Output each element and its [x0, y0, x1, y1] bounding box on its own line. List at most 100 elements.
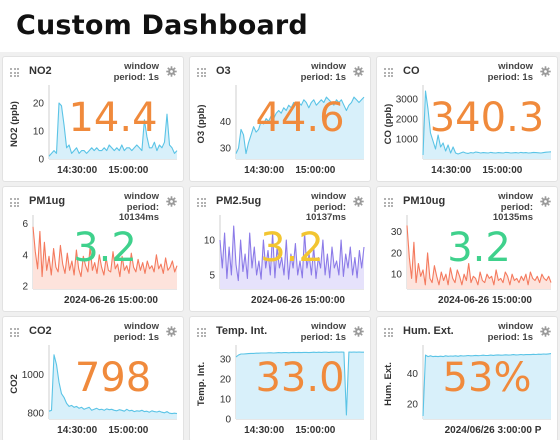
series-line — [406, 225, 552, 286]
y-tick-label: 2 — [22, 281, 28, 292]
x-tick-label: 2024-06-26 15:00:00 — [251, 295, 345, 306]
series-area — [236, 352, 364, 419]
y-tick-label: 4 — [22, 250, 28, 261]
gear-icon[interactable] — [353, 196, 364, 207]
panel-co2: CO2 window period: 1s 800 1000 14:30:00 15:00:… — [2, 316, 184, 440]
drag-handle-icon[interactable] — [10, 198, 19, 207]
y-tick-label: 40 — [407, 369, 419, 380]
window-period-label: window period: 1s — [113, 321, 159, 343]
drag-handle-icon[interactable] — [10, 328, 19, 337]
drag-handle-icon[interactable] — [384, 198, 393, 207]
panel-temp-int: Temp. Int. window period: 1s 0 10 20 30 14:30:0… — [189, 316, 371, 440]
y-tick-label: 0 — [38, 155, 44, 166]
panel-pm1ug: PM1ug window period: 10134ms 2 4 6 2024-06-26 1… — [2, 186, 184, 312]
panel-co: CO window period: 1s 1000 2000 3000 14:30:00 15… — [376, 56, 558, 182]
line-chart: 800 1000 14:30:00 15:00:00 CO2 — [9, 345, 178, 436]
y-tick-label: 20 — [220, 375, 232, 386]
panel-title: CO — [403, 65, 420, 77]
y-tick-label: 0 — [225, 415, 231, 426]
x-tick-label: 15:00:00 — [108, 425, 148, 436]
drag-handle-icon[interactable] — [384, 328, 393, 337]
drag-handle-icon[interactable] — [10, 68, 19, 77]
page-title: Custom Dashboard — [16, 10, 308, 41]
drag-handle-icon[interactable] — [384, 68, 393, 77]
y-tick-label: 10 — [391, 270, 403, 281]
drag-handle-icon[interactable] — [197, 328, 206, 337]
gear-icon[interactable] — [353, 66, 364, 77]
line-chart: 2 4 6 2024-06-26 15:00:00 — [22, 215, 178, 306]
series-area — [33, 226, 177, 289]
panel-title: PM10ug — [403, 195, 446, 207]
y-tick-label: 1000 — [22, 370, 45, 381]
gear-icon[interactable] — [166, 196, 177, 207]
y-tick-label: 10 — [220, 395, 232, 406]
x-tick-label: 15:00:00 — [108, 165, 148, 176]
gear-icon[interactable] — [540, 196, 551, 207]
y-tick-label: 30 — [391, 227, 403, 238]
gear-icon[interactable] — [166, 66, 177, 77]
panel-hum-ext: Hum. Ext. window period: 1s 20 40 2024/06/26 … — [376, 316, 558, 440]
panel-title: Temp. Int. — [216, 325, 268, 337]
y-tick-label: 800 — [27, 409, 44, 420]
gear-icon[interactable] — [540, 326, 551, 337]
y-axis-label: Hum. Ext. — [383, 362, 394, 406]
gear-icon[interactable] — [540, 66, 551, 77]
y-axis-label: CO (ppb) — [383, 104, 394, 145]
window-period-label: window period: 1s — [300, 61, 346, 83]
x-tick-label: 2024/06/26 3:00:00 P — [445, 425, 542, 436]
series-line — [48, 354, 178, 415]
y-tick-label: 30 — [220, 144, 232, 155]
x-tick-label: 15:00:00 — [295, 165, 335, 176]
line-chart: 20 40 2024/06/26 3:00:00 P Hum. Ext. — [383, 345, 552, 436]
series-area — [423, 91, 551, 159]
drag-handle-icon[interactable] — [197, 68, 206, 77]
y-tick-label: 2000 — [396, 115, 419, 126]
y-tick-label: 20 — [407, 399, 419, 410]
window-period-label: window period: 1s — [300, 321, 346, 343]
line-chart: 10 20 30 2024-06-26 15:00:00 — [391, 215, 552, 306]
line-chart: 0 10 20 30 14:30:00 15:00:00 Temp. Int. — [196, 345, 364, 436]
series-line — [219, 225, 365, 282]
gear-icon[interactable] — [353, 326, 364, 337]
y-tick-label: 3000 — [396, 95, 419, 106]
panel-title: Hum. Ext. — [403, 325, 454, 337]
window-period-label: window period: 10134ms — [118, 191, 159, 223]
x-tick-label: 14:30:00 — [244, 425, 284, 436]
x-tick-label: 2024-06-26 15:00:00 — [438, 295, 532, 306]
series-line — [235, 351, 364, 416]
series-line — [32, 226, 178, 278]
panel-title: NO2 — [29, 65, 52, 77]
series-line — [422, 90, 552, 156]
line-chart: 1000 2000 3000 14:30:00 15:00:00 CO (ppb) — [383, 85, 552, 176]
y-tick-label: 10 — [204, 236, 216, 247]
y-tick-label: 20 — [391, 248, 403, 259]
x-tick-label: 14:30:00 — [57, 165, 97, 176]
series-area — [423, 353, 551, 419]
panel-pm2-5ug: PM2.5ug window period: 10137ms 5 10 2024-06-26… — [189, 186, 371, 312]
x-tick-label: 14:30:00 — [57, 425, 97, 436]
series-area — [49, 103, 177, 159]
x-tick-label: 15:00:00 — [295, 425, 335, 436]
y-axis-label: Temp. Int. — [196, 362, 207, 406]
y-axis-label: NO2 (ppb) — [9, 101, 20, 147]
x-tick-label: 14:30:00 — [244, 165, 284, 176]
x-tick-label: 2024-06-26 15:00:00 — [64, 295, 158, 306]
series-line — [235, 96, 365, 155]
y-tick-label: 30 — [220, 355, 232, 366]
panel-no2: NO2 window period: 1s 0 10 20 14:30:00 15:00:00… — [2, 56, 184, 182]
window-period-label: window period: 10137ms — [305, 191, 346, 223]
line-chart: 30 40 14:30:00 15:00:00 O3 (ppb) — [196, 85, 365, 176]
y-tick-label: 1000 — [396, 135, 419, 146]
panel-title: PM1ug — [29, 195, 66, 207]
gear-icon[interactable] — [166, 326, 177, 337]
series-line — [48, 102, 178, 157]
y-axis-label: CO2 — [9, 374, 20, 394]
dashboard-grid: NO2 window period: 1s 0 10 20 14:30:00 15:00:00… — [0, 52, 560, 440]
panel-pm10ug: PM10ug window period: 10135ms 10 20 30 2024-06-… — [376, 186, 558, 312]
panel-o3: O3 window period: 1s 30 40 14:30:00 15:00:00 O3… — [189, 56, 371, 182]
y-tick-label: 6 — [22, 219, 28, 230]
window-period-label: window period: 1s — [487, 61, 533, 83]
line-chart: 0 10 20 14:30:00 15:00:00 NO2 (ppb) — [9, 85, 178, 176]
drag-handle-icon[interactable] — [197, 198, 206, 207]
series-area — [49, 354, 177, 419]
